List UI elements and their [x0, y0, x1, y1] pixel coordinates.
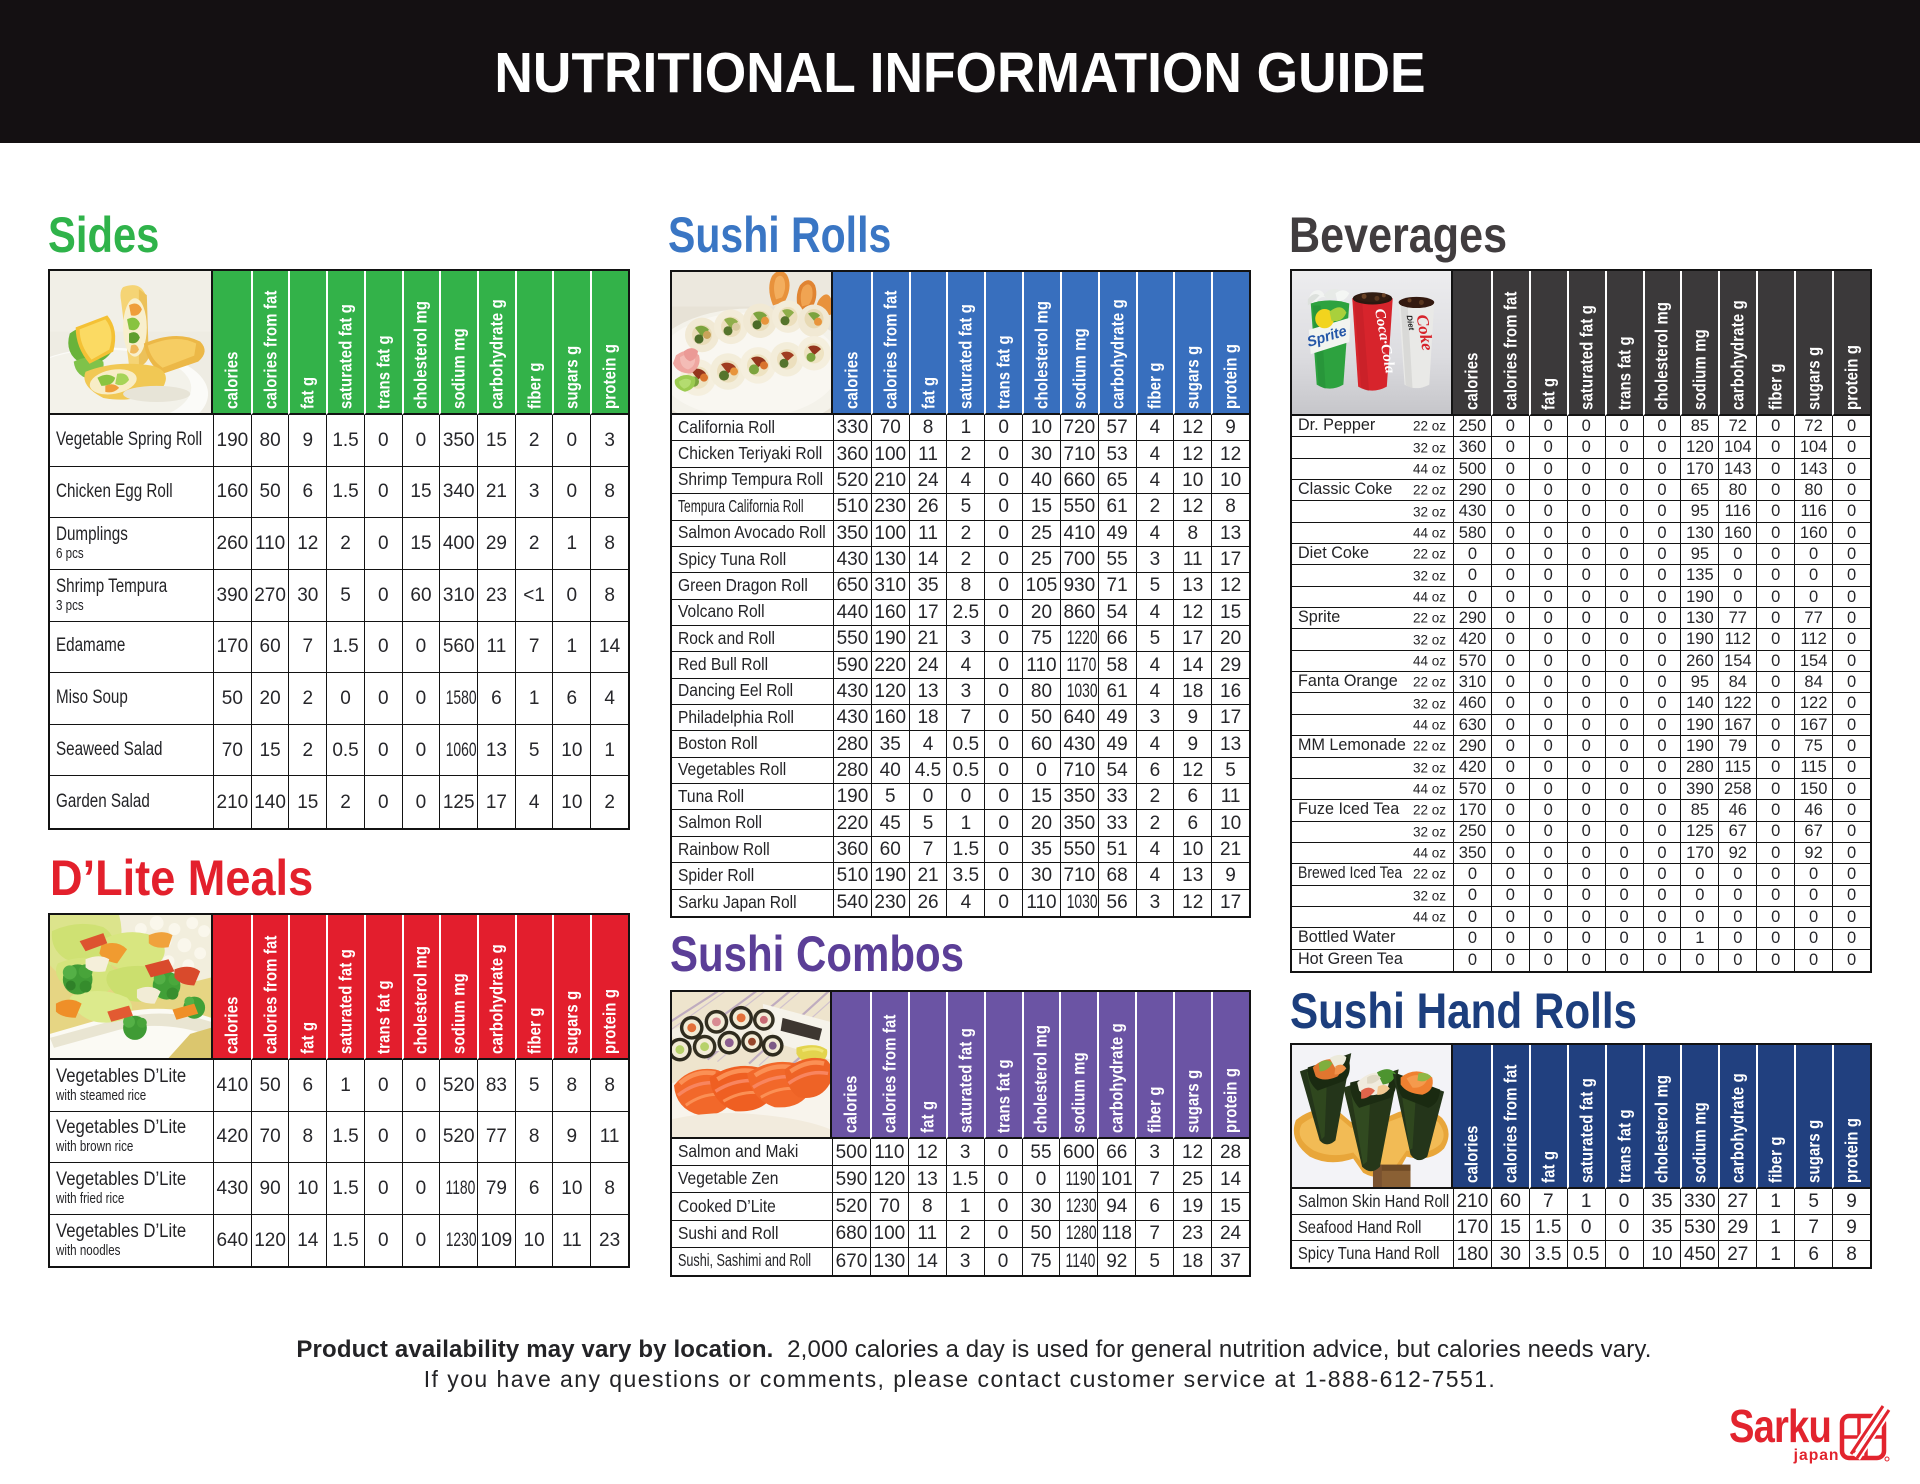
- svg-text:Diet: Diet: [1405, 314, 1416, 331]
- svg-text:Sarku: Sarku: [1729, 1401, 1831, 1452]
- svg-text:japan: japan: [1793, 1447, 1840, 1464]
